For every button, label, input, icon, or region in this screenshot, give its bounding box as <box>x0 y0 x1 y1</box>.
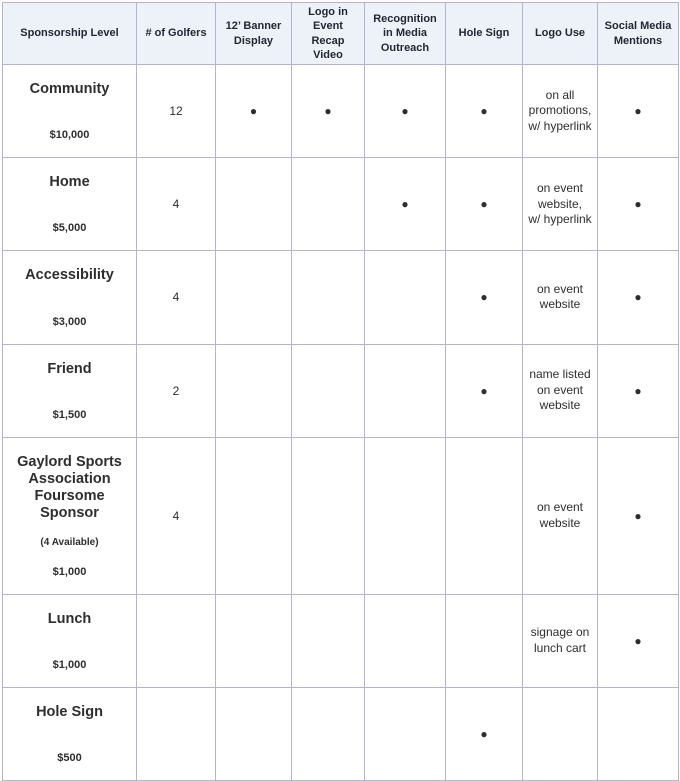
media-outreach-dot-cell <box>364 436 446 595</box>
social-media-dot-cell <box>597 686 679 781</box>
table-row-community: Community $10,000 12 ● ● ● ● on all prom… <box>2 64 679 159</box>
level-cell: Hole Sign $500 <box>2 686 137 781</box>
hole-sign-dot-cell: ● <box>445 343 523 438</box>
level-cell: Gaylord Sports Association Foursome Spon… <box>2 436 137 595</box>
level-cell: Home $5,000 <box>2 157 137 252</box>
logo-use-cell: on event website <box>522 436 598 595</box>
media-outreach-dot-cell <box>364 686 446 781</box>
recap-video-dot-cell <box>291 250 365 345</box>
recap-video-dot-cell <box>291 157 365 252</box>
level-cell: Accessibility $3,000 <box>2 250 137 345</box>
golfers-cell <box>136 686 216 781</box>
golfers-cell: 4 <box>136 157 216 252</box>
social-media-dot-cell: ● <box>597 593 679 688</box>
golfers-cell: 4 <box>136 436 216 595</box>
logo-use-cell: on all promotions, w/ hyperlink <box>522 64 598 159</box>
media-outreach-dot-cell <box>364 593 446 688</box>
logo-use-cell: name listed on event website <box>522 343 598 438</box>
col-header-num-golfers: # of Golfers <box>136 1 216 66</box>
hole-sign-dot-cell <box>445 593 523 688</box>
social-media-dot-cell: ● <box>597 64 679 159</box>
logo-use-cell: on event website, w/ hyperlink <box>522 157 598 252</box>
col-header-logo-use: Logo Use <box>522 1 598 66</box>
level-name: Home <box>49 174 90 191</box>
golfers-cell <box>136 593 216 688</box>
level-price: $3,000 <box>52 315 87 328</box>
col-header-banner-display: 12’ Banner Display <box>215 1 292 66</box>
col-header-sponsorship-level: Sponsorship Level <box>2 1 137 66</box>
level-cell: Lunch $1,000 <box>2 593 137 688</box>
banner-display-dot-cell <box>215 436 292 595</box>
media-outreach-dot-cell <box>364 250 446 345</box>
banner-display-dot-cell <box>215 343 292 438</box>
table-row-hole-sign: Hole Sign $500 ● <box>2 686 679 781</box>
social-media-dot-cell: ● <box>597 250 679 345</box>
level-cell: Community $10,000 <box>2 64 137 159</box>
level-price: $500 <box>57 751 82 764</box>
level-price: $1,000 <box>52 565 87 578</box>
golfers-cell: 12 <box>136 64 216 159</box>
level-name: Community <box>29 81 110 98</box>
level-price: $5,000 <box>52 222 87 235</box>
logo-use-cell: on event website <box>522 250 598 345</box>
social-media-dot-cell: ● <box>597 343 679 438</box>
logo-use-cell: signage on lunch cart <box>522 593 598 688</box>
media-outreach-dot-cell: ● <box>364 157 446 252</box>
golfers-cell: 4 <box>136 250 216 345</box>
logo-use-cell <box>522 686 598 781</box>
hole-sign-dot-cell: ● <box>445 686 523 781</box>
col-header-hole-sign: Hole Sign <box>445 1 523 66</box>
level-name: Friend <box>47 360 92 377</box>
col-header-recap-video: Logo in Event Recap Video <box>291 1 365 66</box>
recap-video-dot-cell: ● <box>291 64 365 159</box>
table-row-gaylord-foursome: Gaylord Sports Association Foursome Spon… <box>2 436 679 595</box>
table-header-row: Sponsorship Level # of Golfers 12’ Banne… <box>2 1 679 66</box>
level-name: Lunch <box>47 610 92 627</box>
recap-video-dot-cell <box>291 593 365 688</box>
level-note: (4 Available) <box>40 537 99 549</box>
banner-display-dot-cell <box>215 686 292 781</box>
hole-sign-dot-cell <box>445 436 523 595</box>
media-outreach-dot-cell <box>364 343 446 438</box>
media-outreach-dot-cell: ● <box>364 64 446 159</box>
table-row-home: Home $5,000 4 ● ● on event website, w/ h… <box>2 157 679 252</box>
banner-display-dot-cell <box>215 250 292 345</box>
table-row-lunch: Lunch $1,000 signage on lunch cart ● <box>2 593 679 688</box>
col-header-social-media: Social Media Mentions <box>597 1 679 66</box>
hole-sign-dot-cell: ● <box>445 64 523 159</box>
level-price: $1,000 <box>52 658 87 671</box>
hole-sign-dot-cell: ● <box>445 157 523 252</box>
level-price: $10,000 <box>49 129 90 142</box>
recap-video-dot-cell <box>291 686 365 781</box>
banner-display-dot-cell <box>215 593 292 688</box>
banner-display-dot-cell <box>215 157 292 252</box>
level-name: Accessibility <box>25 267 114 284</box>
level-name: Gaylord Sports Association Foursome Spon… <box>17 453 122 521</box>
level-name: Hole Sign <box>36 703 103 720</box>
recap-video-dot-cell <box>291 343 365 438</box>
table-row-accessibility: Accessibility $3,000 4 ● on event websit… <box>2 250 679 345</box>
social-media-dot-cell: ● <box>597 436 679 595</box>
golfers-cell: 2 <box>136 343 216 438</box>
table-row-friend: Friend $1,500 2 ● name listed on event w… <box>2 343 679 438</box>
level-cell: Friend $1,500 <box>2 343 137 438</box>
col-header-media-outreach: Recognition in Media Outreach <box>364 1 446 66</box>
level-price: $1,500 <box>52 408 87 421</box>
hole-sign-dot-cell: ● <box>445 250 523 345</box>
social-media-dot-cell: ● <box>597 157 679 252</box>
banner-display-dot-cell: ● <box>215 64 292 159</box>
recap-video-dot-cell <box>291 436 365 595</box>
